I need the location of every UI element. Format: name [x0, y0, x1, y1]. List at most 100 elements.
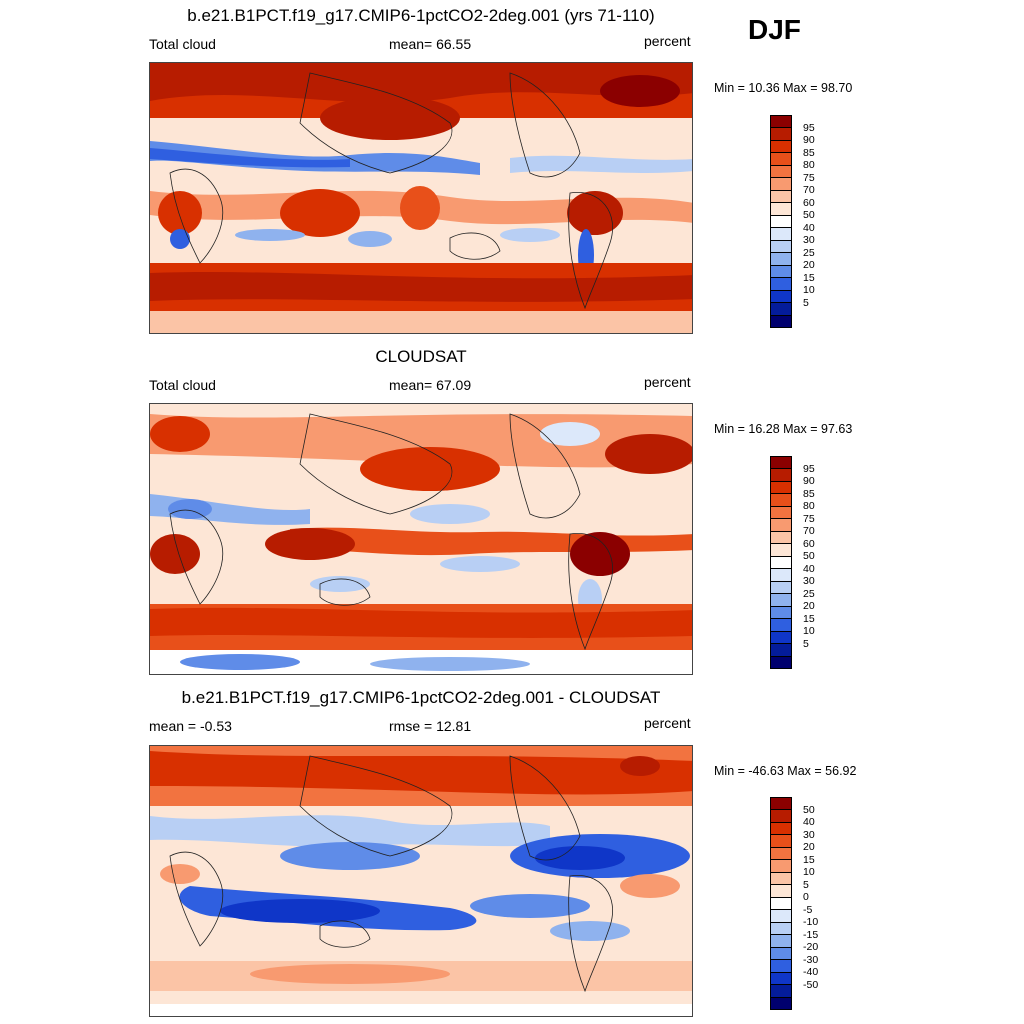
colorbar-tick-label: 20	[803, 841, 815, 854]
colorbar-tick-label: -30	[803, 953, 819, 966]
colorbar-tick-label: 50	[803, 209, 815, 222]
colorbar-box	[771, 810, 791, 823]
colorbar-tick-label: 0	[803, 891, 809, 904]
panel-2-map-svg	[150, 404, 692, 674]
colorbar-tick-label: 70	[803, 525, 815, 538]
panel-3-center-label: rmse = 12.81	[389, 718, 472, 734]
colorbar-box	[771, 265, 791, 279]
colorbar-tick-label: 50	[803, 550, 815, 563]
colorbar-tick-label: 15	[803, 612, 815, 625]
colorbar-box	[771, 290, 791, 304]
colorbar-tick-label: 95	[803, 121, 815, 134]
colorbar-tick-label: 90	[803, 475, 815, 488]
season-label: DJF	[748, 14, 801, 45]
colorbar-box	[771, 253, 791, 266]
colorbar-box	[771, 178, 791, 191]
colorbar-tick-label: 20	[803, 259, 815, 272]
colorbar-tick-label: -5	[803, 903, 813, 916]
colorbar-box	[771, 116, 791, 129]
colorbar-box	[771, 569, 791, 582]
colorbar-box	[771, 544, 791, 557]
colorbar-tick-label: 10	[803, 284, 815, 297]
colorbar-box	[771, 481, 791, 495]
colorbar-box	[771, 128, 791, 141]
panel-3-colorbar	[770, 797, 792, 1010]
panel-2-center-label: mean= 67.09	[389, 377, 472, 393]
panel-3-map-svg	[150, 746, 692, 1016]
panel-2-title: CLOUDSAT	[375, 347, 467, 366]
panel-3-minmax: Min = -46.63 Max = 56.92	[714, 764, 857, 778]
panel-1-left-label: Total cloud	[149, 36, 216, 52]
colorbar-tick-label: 5	[803, 878, 809, 891]
colorbar-box	[771, 203, 791, 216]
colorbar-tick-label: 60	[803, 537, 815, 550]
colorbar-box	[771, 922, 791, 936]
colorbar-tick-label: 40	[803, 562, 815, 575]
colorbar-box	[771, 947, 791, 961]
colorbar-box	[771, 798, 791, 811]
colorbar-box	[771, 985, 791, 998]
panel-2-left-label: Total cloud	[149, 377, 216, 393]
colorbar-box	[771, 303, 791, 316]
colorbar-box	[771, 140, 791, 154]
colorbar-tick-label: 70	[803, 184, 815, 197]
panel-1-map	[149, 62, 693, 334]
colorbar-tick-label: 85	[803, 487, 815, 500]
colorbar-tick-label: 10	[803, 866, 815, 879]
colorbar-tick-label: 95	[803, 462, 815, 475]
colorbar-box	[771, 860, 791, 873]
colorbar-box	[771, 457, 791, 470]
colorbar-tick-label: 25	[803, 587, 815, 600]
colorbar-tick-label: -40	[803, 966, 819, 979]
colorbar-box	[771, 619, 791, 632]
panel-1-colorbar	[770, 115, 792, 328]
colorbar-tick-label: 30	[803, 234, 815, 247]
colorbar-box	[771, 822, 791, 836]
colorbar-box	[771, 469, 791, 482]
colorbar-box	[771, 519, 791, 532]
colorbar-box	[771, 960, 791, 973]
colorbar-tick-label: 5	[803, 296, 809, 309]
colorbar-box	[771, 897, 791, 911]
colorbar-tick-label: 60	[803, 196, 815, 209]
colorbar-tick-label: 20	[803, 600, 815, 613]
colorbar-box	[771, 872, 791, 886]
colorbar-tick-label: 30	[803, 575, 815, 588]
panel-1-minmax: Min = 10.36 Max = 98.70	[714, 81, 853, 95]
colorbar-tick-label: 50	[803, 803, 815, 816]
colorbar-tick-label: 15	[803, 853, 815, 866]
colorbar-tick-label: 10	[803, 625, 815, 638]
colorbar-tick-label: 80	[803, 500, 815, 513]
colorbar-box	[771, 606, 791, 620]
colorbar-box	[771, 935, 791, 948]
colorbar-tick-label: 75	[803, 512, 815, 525]
colorbar-box	[771, 656, 791, 668]
panel-2-colorbar	[770, 456, 792, 669]
colorbar-box	[771, 631, 791, 645]
colorbar-tick-label: 15	[803, 271, 815, 284]
colorbar-box	[771, 972, 791, 986]
panel-2-map	[149, 403, 693, 675]
colorbar-box	[771, 835, 791, 848]
panel-3-left-label: mean = -0.53	[149, 718, 232, 734]
colorbar-box	[771, 228, 791, 241]
colorbar-tick-label: 40	[803, 221, 815, 234]
colorbar-box	[771, 644, 791, 657]
colorbar-tick-label: -10	[803, 916, 819, 929]
panel-2-minmax: Min = 16.28 Max = 97.63	[714, 422, 853, 436]
colorbar-tick-label: 40	[803, 816, 815, 829]
panel-1-map-svg	[150, 63, 692, 333]
colorbar-box	[771, 153, 791, 166]
colorbar-box	[771, 190, 791, 204]
colorbar-tick-label: 5	[803, 637, 809, 650]
colorbar-box	[771, 556, 791, 570]
colorbar-box	[771, 278, 791, 291]
colorbar-box	[771, 885, 791, 898]
colorbar-box	[771, 581, 791, 595]
colorbar-tick-label: 30	[803, 828, 815, 841]
colorbar-tick-label: -50	[803, 978, 819, 991]
panel-1-units: percent	[644, 33, 691, 49]
panel-3-map	[149, 745, 693, 1017]
panel-2-units: percent	[644, 374, 691, 390]
colorbar-box	[771, 494, 791, 507]
